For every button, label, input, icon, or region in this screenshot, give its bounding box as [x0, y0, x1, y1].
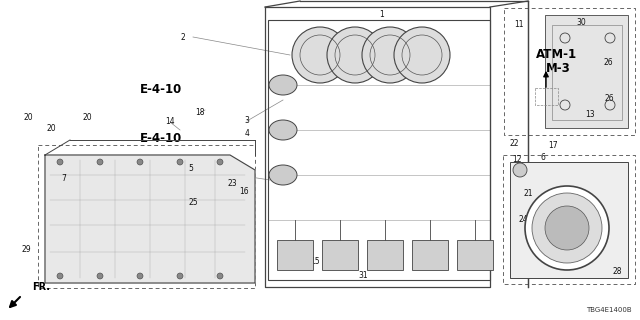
Text: 5: 5 — [189, 164, 193, 172]
Text: E-4-10: E-4-10 — [140, 132, 182, 145]
Text: 20: 20 — [82, 113, 92, 122]
Text: 9: 9 — [351, 31, 355, 41]
Circle shape — [177, 273, 183, 279]
Text: 17: 17 — [548, 140, 558, 149]
Circle shape — [217, 273, 223, 279]
Text: FR.: FR. — [32, 282, 50, 292]
Text: 16: 16 — [239, 187, 249, 196]
Text: 28: 28 — [612, 268, 621, 276]
Text: 23: 23 — [227, 179, 237, 188]
Polygon shape — [412, 240, 448, 270]
Circle shape — [327, 27, 383, 83]
Text: 19: 19 — [590, 207, 600, 217]
Text: 4: 4 — [244, 129, 250, 138]
Text: 7: 7 — [61, 173, 67, 182]
Text: 1: 1 — [380, 10, 385, 19]
Text: 26: 26 — [604, 93, 614, 102]
Ellipse shape — [269, 75, 297, 95]
Circle shape — [513, 163, 527, 177]
Text: 2: 2 — [180, 33, 186, 42]
Text: 22: 22 — [509, 139, 519, 148]
Ellipse shape — [269, 165, 297, 185]
Text: 11: 11 — [515, 20, 524, 28]
Polygon shape — [45, 155, 255, 283]
Circle shape — [292, 27, 348, 83]
Polygon shape — [457, 240, 493, 270]
Text: 10: 10 — [335, 42, 345, 51]
Circle shape — [394, 27, 450, 83]
Circle shape — [57, 273, 63, 279]
Text: M-3: M-3 — [546, 61, 571, 75]
Circle shape — [97, 159, 103, 165]
Text: 29: 29 — [21, 244, 31, 253]
Polygon shape — [510, 162, 628, 278]
Text: 3: 3 — [244, 116, 250, 124]
Text: 30: 30 — [576, 18, 586, 27]
Text: TBG4E1400B: TBG4E1400B — [586, 307, 632, 313]
Polygon shape — [277, 240, 313, 270]
Circle shape — [57, 159, 63, 165]
Text: 6: 6 — [541, 153, 545, 162]
Polygon shape — [367, 240, 403, 270]
Polygon shape — [322, 240, 358, 270]
Circle shape — [525, 186, 609, 270]
Text: 8: 8 — [434, 244, 438, 253]
Text: 25: 25 — [188, 197, 198, 206]
Circle shape — [97, 273, 103, 279]
Text: 26: 26 — [603, 58, 613, 67]
Text: 14: 14 — [165, 116, 175, 125]
Text: 20: 20 — [23, 113, 33, 122]
Text: 15: 15 — [310, 257, 320, 266]
Text: 12: 12 — [512, 155, 522, 164]
Circle shape — [177, 159, 183, 165]
Text: 18: 18 — [195, 108, 205, 116]
Text: 21: 21 — [524, 188, 532, 197]
Ellipse shape — [269, 120, 297, 140]
Text: E-4-10: E-4-10 — [140, 83, 182, 95]
Circle shape — [137, 273, 143, 279]
Circle shape — [532, 193, 602, 263]
Circle shape — [545, 206, 589, 250]
Text: 27: 27 — [435, 257, 445, 266]
Text: ATM-1: ATM-1 — [536, 47, 577, 60]
Circle shape — [137, 159, 143, 165]
Text: 31: 31 — [358, 271, 368, 281]
Text: 13: 13 — [585, 109, 595, 118]
Circle shape — [217, 159, 223, 165]
Text: 24: 24 — [518, 214, 528, 223]
Text: 20: 20 — [46, 124, 56, 132]
Polygon shape — [545, 15, 628, 128]
Circle shape — [362, 27, 418, 83]
